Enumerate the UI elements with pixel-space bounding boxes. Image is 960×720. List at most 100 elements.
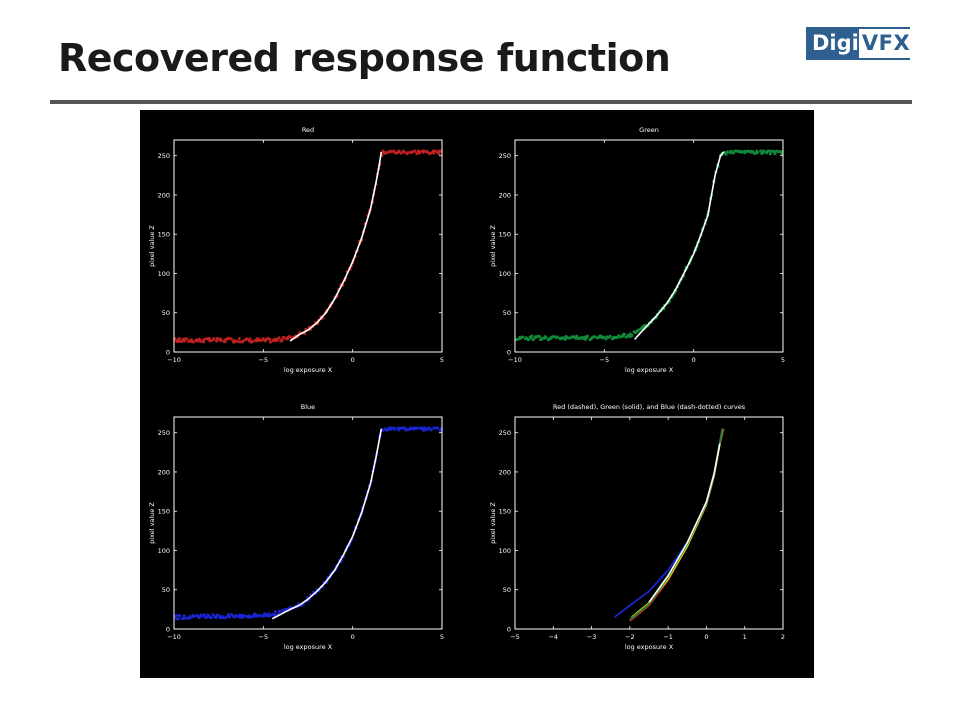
data-point-green	[586, 334, 589, 338]
y-tick-label: 50	[503, 586, 511, 594]
data-point-green	[530, 334, 534, 338]
data-point-green	[612, 336, 616, 340]
figure-background	[140, 110, 814, 678]
y-tick-label: 150	[499, 508, 511, 516]
x-tick-label: 0	[351, 633, 355, 641]
data-point-blue	[206, 613, 210, 617]
data-point-red	[405, 151, 409, 155]
data-point-red	[177, 337, 181, 340]
data-point-red	[242, 339, 246, 343]
y-tick-label: 0	[166, 348, 170, 356]
x-axis-label: log exposure X	[284, 366, 333, 374]
series-line-fit	[634, 151, 725, 340]
series-line-fit	[289, 151, 383, 342]
data-point-red	[399, 151, 403, 155]
data-point-green	[524, 336, 528, 340]
data-point-green	[617, 334, 621, 338]
logo-text-right: VFX	[858, 29, 911, 58]
data-point-green	[762, 149, 766, 153]
y-tick-label: 200	[499, 468, 511, 476]
data-point-red	[191, 340, 195, 344]
data-point-green	[608, 334, 612, 338]
data-point-blue	[268, 614, 272, 618]
y-tick-label: 250	[499, 152, 511, 160]
data-point-red	[437, 149, 441, 153]
data-point-green	[602, 335, 606, 339]
x-tick-label: 0	[704, 633, 708, 641]
y-tick-label: 250	[158, 429, 170, 437]
data-point-red	[185, 337, 189, 341]
data-point-green	[770, 149, 774, 153]
data-point-green	[636, 329, 640, 333]
data-point-green	[630, 334, 634, 337]
y-tick-label: 0	[507, 625, 511, 633]
data-point-blue	[203, 613, 207, 617]
y-tick-label: 200	[158, 191, 170, 199]
data-point-blue	[253, 612, 256, 616]
x-tick-label: −5	[259, 356, 269, 364]
y-tick-label: 250	[158, 152, 170, 160]
data-point-blue	[198, 615, 202, 619]
data-point-green	[768, 152, 772, 156]
data-point-green	[725, 150, 729, 154]
axes-frame	[514, 416, 784, 630]
digivfx-logo: Digi VFX	[806, 27, 911, 60]
data-point-red	[183, 339, 187, 343]
data-point-red	[268, 340, 272, 344]
y-tick-label: 50	[162, 586, 170, 594]
y-tick-label: 0	[507, 348, 511, 356]
x-tick-label: 1	[743, 633, 747, 641]
data-point-red	[257, 337, 261, 341]
x-axis-label: log exposure X	[625, 366, 674, 374]
data-point-blue	[243, 614, 247, 617]
data-point-green	[622, 332, 626, 336]
data-point-red	[429, 151, 433, 155]
y-tick-label: 100	[158, 270, 170, 278]
x-tick-label: −3	[587, 633, 597, 641]
data-point-blue	[228, 615, 232, 619]
data-point-blue	[278, 609, 282, 613]
data-point-red	[280, 337, 284, 341]
data-point-blue	[429, 428, 433, 432]
data-point-red	[202, 340, 206, 344]
data-point-red	[200, 340, 203, 343]
data-point-green	[724, 152, 728, 156]
x-tick-label: −1	[663, 633, 673, 641]
data-point-red	[410, 150, 414, 154]
x-tick-label: −10	[167, 356, 181, 364]
y-tick-label: 250	[499, 429, 511, 437]
x-tick-label: −10	[167, 633, 181, 641]
logo-text-left: Digi	[808, 29, 859, 58]
y-tick-label: 0	[166, 625, 170, 633]
x-tick-label: 5	[440, 633, 444, 641]
data-point-blue	[183, 616, 187, 620]
data-point-green	[515, 337, 519, 341]
chart-title: Blue	[301, 403, 315, 411]
data-point-blue	[393, 427, 397, 431]
data-point-blue	[415, 426, 419, 430]
data-point-blue	[175, 613, 179, 617]
chart-plot-area	[174, 426, 442, 621]
data-point-blue	[226, 613, 230, 616]
chart-plot-area	[515, 149, 783, 342]
data-point-red	[248, 337, 252, 341]
data-point-red	[437, 152, 441, 156]
series-line-fit	[271, 428, 383, 620]
data-point-red	[277, 336, 281, 340]
y-tick-label: 50	[503, 309, 511, 317]
y-axis-label: pixel value Z	[489, 225, 497, 267]
y-tick-label: 200	[499, 191, 511, 199]
data-point-green	[544, 336, 548, 340]
data-point-red	[402, 150, 406, 154]
y-axis-label: pixel value Z	[148, 225, 156, 267]
x-axis-label: log exposure X	[284, 643, 333, 651]
data-point-red	[417, 150, 421, 154]
y-axis-label: pixel value Z	[489, 502, 497, 544]
data-point-green	[538, 335, 542, 338]
data-point-blue	[273, 613, 277, 617]
data-point-blue	[205, 615, 209, 619]
data-point-red	[235, 339, 239, 343]
